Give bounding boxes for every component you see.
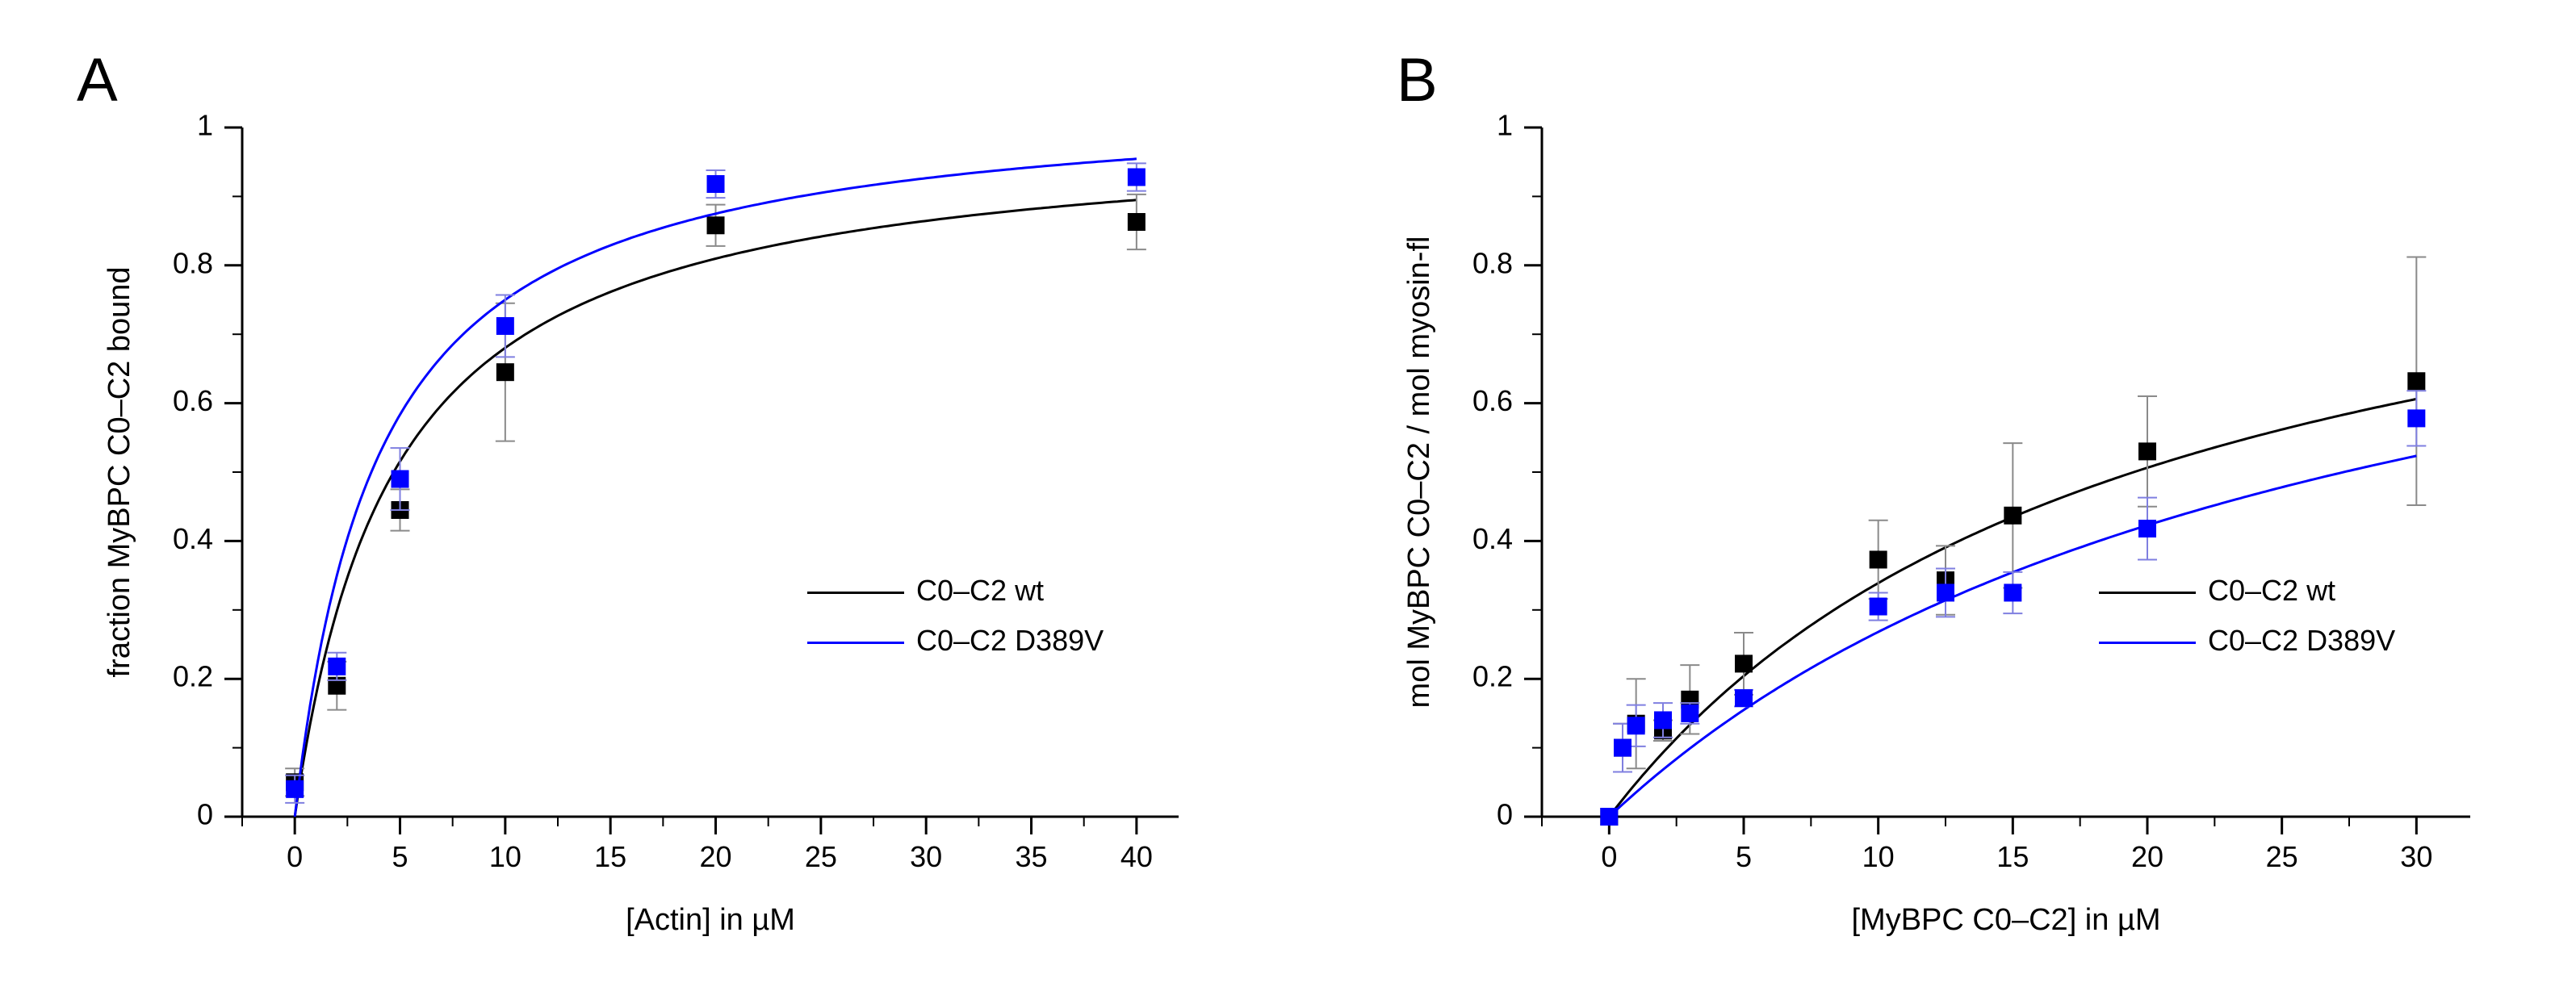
y-tick-label: 0.2 — [173, 660, 213, 693]
y-tick-label: 0.4 — [1472, 522, 1513, 555]
x-axis-title: [Actin] in µM — [626, 903, 795, 937]
data-point — [496, 316, 514, 335]
data-point — [2138, 442, 2156, 461]
y-tick-label: 1 — [1497, 109, 1513, 142]
x-tick-label: 15 — [1996, 840, 2029, 873]
y-tick-label: 0.4 — [173, 522, 213, 555]
data-point — [2138, 520, 2156, 538]
legend-label: C0–C2 D389V — [2208, 624, 2395, 657]
panel-label: B — [1397, 46, 1438, 115]
data-point — [1127, 212, 1146, 231]
data-point — [2004, 583, 2022, 602]
data-point — [2004, 506, 2022, 525]
series-wt — [285, 193, 1146, 817]
data-point — [1627, 717, 1645, 735]
x-tick-label: 30 — [2400, 840, 2432, 873]
x-tick-label: 25 — [2266, 840, 2298, 873]
data-point — [1654, 711, 1672, 730]
data-point — [328, 676, 346, 695]
y-tick-label: 0.8 — [173, 246, 213, 279]
data-point — [1600, 808, 1619, 826]
data-point — [1127, 168, 1146, 186]
x-axis-title: [MyBPC C0–C2] in µM — [1852, 903, 2161, 937]
data-point — [2407, 372, 2426, 391]
legend-label: C0–C2 wt — [2208, 574, 2335, 607]
y-tick-label: 0 — [1497, 798, 1513, 831]
x-tick-label: 40 — [1120, 840, 1153, 873]
legend: C0–C2 wt C0–C2 D389V — [807, 574, 1104, 657]
data-point — [1614, 738, 1631, 757]
x-tick-label: 25 — [805, 840, 837, 873]
data-point — [1681, 690, 1699, 709]
y-tick-label: 0.2 — [1472, 660, 1513, 693]
legend-label: C0–C2 D389V — [916, 624, 1104, 657]
x-tick-label: 0 — [1601, 840, 1617, 873]
fit-curve — [293, 199, 1137, 817]
panel-a: A 0 5 10 15 20 25 30 35 40 0 0.2 0.4 0.6 0.8 1 [Actin] i… — [77, 46, 1179, 937]
legend-label: C0–C2 wt — [916, 574, 1044, 607]
y-axis-title: mol MyBPC C0–C2 / mol myosin-fl — [1402, 236, 1436, 709]
x-tick-label: 30 — [910, 840, 942, 873]
y-tick-label: 0.6 — [173, 384, 213, 417]
data-point — [328, 657, 346, 675]
data-point — [1937, 583, 1954, 602]
x-tick-label: 15 — [594, 840, 626, 873]
x-tick-label: 5 — [1736, 840, 1752, 873]
data-point — [2407, 409, 2426, 428]
x-tick-label: 0 — [287, 840, 303, 873]
y-tick-label: 0.8 — [1472, 246, 1513, 279]
data-point — [1735, 689, 1753, 708]
y-tick-label: 1 — [197, 109, 213, 142]
y-tick-label: 0 — [197, 798, 213, 831]
x-tick-label: 5 — [392, 840, 408, 873]
data-point — [1735, 654, 1753, 673]
panel-b: B 0 5 10 15 20 25 30 0 0.2 0.4 0.6 0.8 1 [MyBPC C0–C2]… — [1397, 46, 2470, 937]
data-point — [706, 175, 725, 194]
series-wt — [1600, 256, 2427, 826]
x-tick-label: 10 — [1862, 840, 1895, 873]
x-tick-label: 35 — [1016, 840, 1048, 873]
series-d389v — [285, 157, 1146, 817]
data-point — [706, 216, 725, 235]
data-point — [1869, 597, 1887, 616]
x-tick-label: 10 — [489, 840, 521, 873]
data-point — [391, 470, 409, 488]
series-d389v — [1600, 390, 2427, 826]
data-point — [1681, 704, 1699, 722]
x-tick-label: 20 — [2131, 840, 2163, 873]
data-point — [1869, 550, 1887, 569]
panel-label: A — [77, 46, 118, 115]
data-point — [496, 363, 514, 382]
fit-curve — [293, 157, 1137, 817]
x-tick-label: 20 — [699, 840, 731, 873]
y-axis-title: fraction MyBPC C0–C2 bound — [103, 266, 136, 677]
y-tick-label: 0.6 — [1472, 384, 1513, 417]
data-point — [286, 780, 304, 798]
legend: C0–C2 wt C0–C2 D389V — [2099, 574, 2395, 657]
